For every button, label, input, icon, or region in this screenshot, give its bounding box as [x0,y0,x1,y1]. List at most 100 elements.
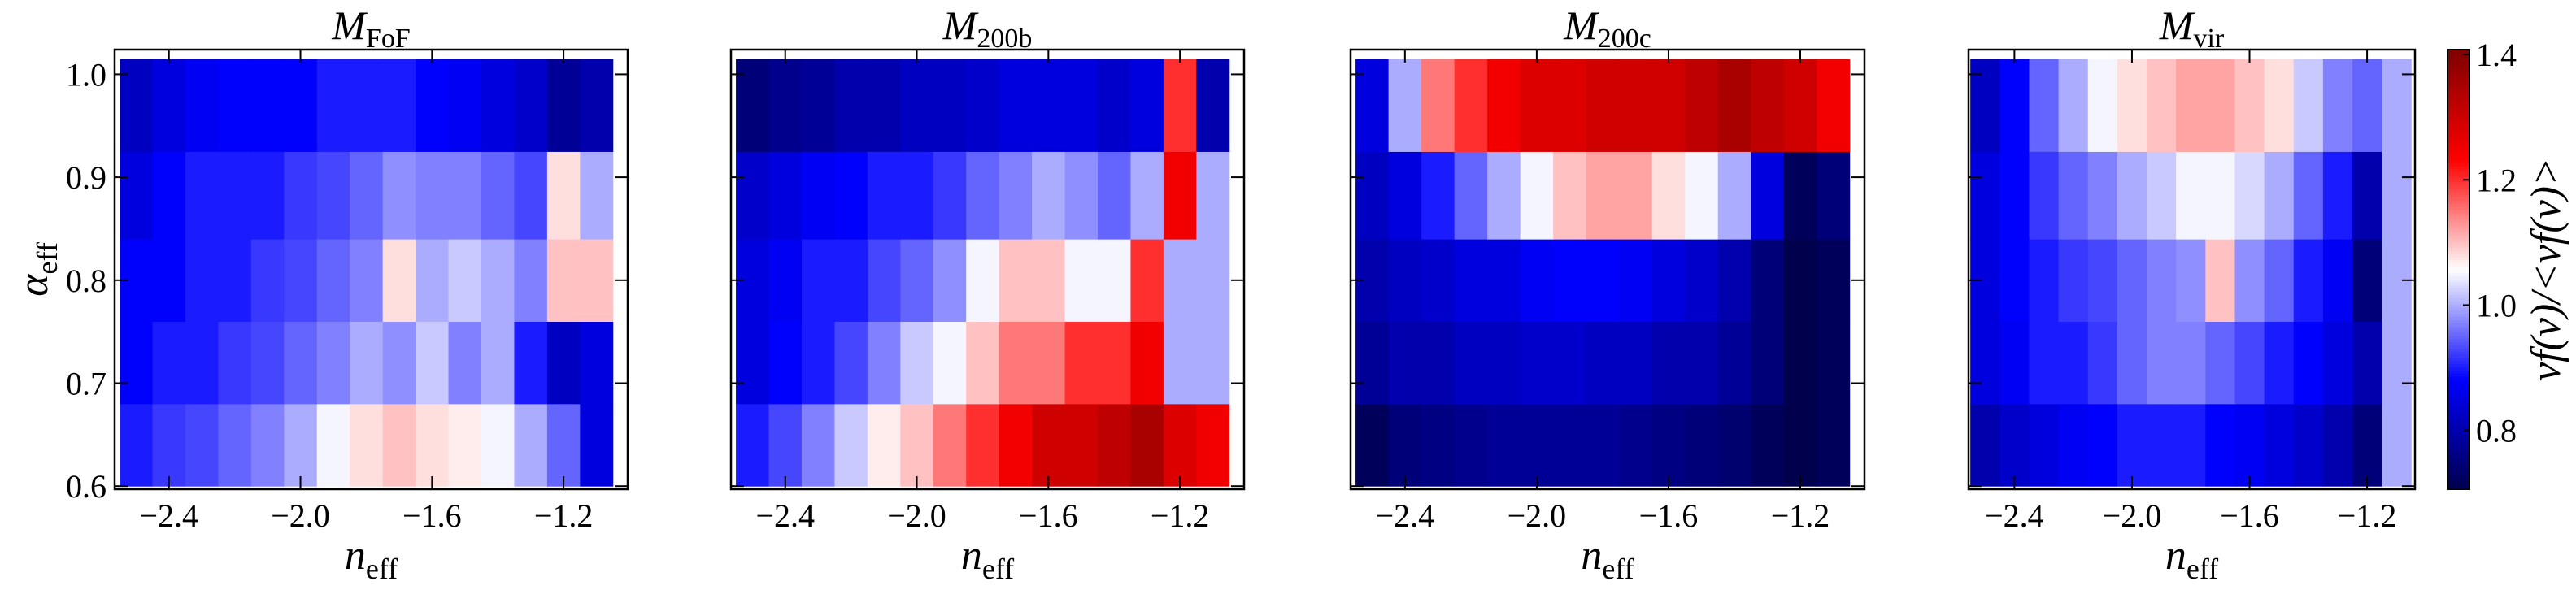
colorbar-segment [2448,184,2469,189]
x-tick-label: −1.6 [2220,497,2279,534]
colorbar-segment [2448,379,2469,384]
colorbar-segment [2448,237,2469,242]
heatmap-cell [1130,403,1164,487]
heatmap-cell [1098,59,1131,152]
x-tick-label: −2.4 [1985,497,2044,534]
heatmap-cell [1685,239,1719,322]
title-sub: FoF [366,24,411,54]
colorbar-segment [2448,473,2469,478]
heatmap-cell [580,151,614,240]
heatmap-cell [448,239,482,322]
colorbar-segment [2448,445,2469,449]
colorbar-segment [2448,188,2469,192]
heatmap-cell [1651,151,1686,240]
heatmap-cell [834,239,868,322]
colorbar-segment [2448,181,2469,185]
colorbar-segment [2448,65,2469,69]
heatmap-cell [1421,59,1456,152]
heatmap-cell [120,321,154,405]
panel-title: Mvir [2159,2,2225,54]
heatmap-cell [1553,321,1587,405]
colorbar-segment [2448,354,2469,358]
heatmap-cell [1553,59,1587,152]
colorbar-segment [2448,254,2469,258]
colorbar-segment [2448,451,2469,456]
heatmap-cell [350,321,384,405]
title-sub: 200b [977,24,1032,54]
colorbar-segment [2448,323,2469,327]
heatmap-cell [1586,59,1620,152]
heatmap-cell [2234,403,2265,487]
heatmap-cell [152,239,186,322]
colorbar-segment [2448,93,2469,98]
colorbar-segment [2448,212,2469,217]
colorbar-segment [2448,225,2469,229]
heatmap-cell [834,151,868,240]
heatmap-cell [1783,403,1817,487]
heatmap-cell [2234,151,2265,240]
heatmap-cell [1619,59,1653,152]
heatmap-cell [218,59,252,152]
heatmap-cell [1196,239,1230,322]
x-tick-label: −2.4 [1376,497,1435,534]
heatmap-cell [1586,239,1620,322]
heatmap-cell [1196,59,1230,152]
heatmap-cell [2029,321,2060,405]
heatmap-cell [2058,403,2089,487]
heatmap-cell [1651,321,1686,405]
colorbar-segment [2448,247,2469,251]
heatmap-cell [1586,403,1620,487]
heatmap-cell [2234,239,2265,322]
heatmap-cell [1163,321,1197,405]
heatmap-cell [316,403,350,487]
heatmap-cell [250,321,285,405]
heatmap-cell [1196,321,1230,405]
colorbar-segment [2448,275,2469,280]
heatmap-cell [382,151,416,240]
heatmap-cell [1454,151,1488,240]
heatmap-cell [1454,59,1488,152]
y-tick-label: 0.9 [66,159,107,196]
heatmap-cell [1751,403,1785,487]
colorbar-segment [2448,350,2469,355]
heatmap-cell [185,151,219,240]
x-axis-label: neff [1581,532,1634,585]
heatmap-cell [514,151,548,240]
colorbar-segment [2448,448,2469,453]
heatmap-cell [185,321,219,405]
heatmap-cell [801,403,835,487]
colorbar-segment [2448,175,2469,180]
heatmap-cell [1032,239,1066,322]
colorbar-segment [2448,335,2469,340]
colorbar-segment [2448,426,2469,431]
colorbar-segment [2448,417,2469,421]
heatmap-cell [250,151,285,240]
heatmap-cell [382,239,416,322]
heatmap-cell [900,403,934,487]
heatmap-cell [2382,403,2412,487]
heatmap-cell [2029,239,2060,322]
colorbar-segment [2448,128,2469,132]
panel-title: M200c [1563,2,1651,54]
heatmap-cell [1163,239,1197,322]
colorbar-segment [2448,470,2469,475]
colorbar-segment [2448,257,2469,261]
heatmap-cell [120,151,154,240]
heatmap-cell [2087,403,2118,487]
heatmap-cell [1487,403,1521,487]
colorbar-segment [2448,241,2469,245]
colorbar-segment [2448,115,2469,119]
heatmap-cell [2322,403,2353,487]
colorbar-segment [2448,165,2469,170]
heatmap-cell [2205,239,2235,322]
heatmap-cell [2058,151,2089,240]
x-tick-label: −1.2 [1771,497,1830,534]
heatmap-cell [2382,151,2412,240]
heatmap-cell [1032,59,1066,152]
heatmap-cell [2352,321,2382,405]
heatmap-cell [2322,321,2353,405]
y-tick-label: 0.6 [66,468,107,505]
heatmap-cell [2264,59,2295,152]
x-label-sub: eff [2187,553,2218,585]
heatmap-cell [2264,151,2295,240]
